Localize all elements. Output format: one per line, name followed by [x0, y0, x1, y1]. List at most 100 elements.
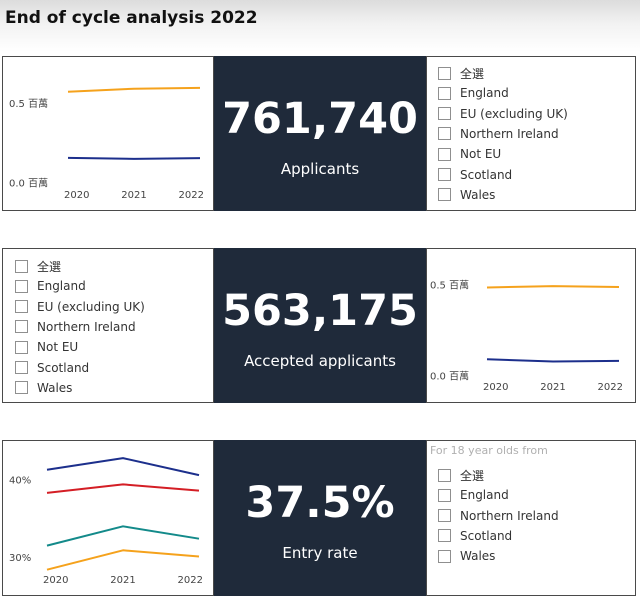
accepted-slicer-panel: 全選 England EU (excluding UK) Northern Irela…	[2, 248, 214, 403]
series-line	[46, 457, 200, 477]
slicer-option-label: 全選	[460, 468, 485, 483]
slicer-option-label: EU (excluding UK)	[460, 106, 568, 121]
x-tick-label: 2021	[540, 382, 565, 393]
slicer-option-label: Wales	[37, 380, 73, 395]
applicants-chart-panel: 0.0 百萬 0.5 百萬 2020 2021 2022	[2, 56, 214, 211]
accepted-kpi-label: Accepted applicants	[244, 352, 396, 370]
header-background	[0, 0, 640, 52]
entry-kpi-label: Entry rate	[282, 544, 358, 562]
checkbox[interactable]	[15, 340, 28, 354]
accepted-line-chart: 0.0 百萬 0.5 百萬 2020 2021 2022	[430, 279, 623, 393]
slicer-option[interactable]: England	[15, 278, 86, 294]
slicer-option-label: Wales	[460, 187, 496, 202]
y-tick-label: 30%	[9, 553, 31, 564]
checkbox[interactable]	[438, 127, 451, 141]
slicer-option[interactable]: Northern Ireland	[438, 508, 559, 524]
checkbox[interactable]	[15, 361, 28, 374]
slicer-option-label: EU (excluding UK)	[37, 299, 145, 314]
checkbox[interactable]	[438, 509, 451, 523]
slicer-option-label: England	[460, 86, 509, 101]
slicer-option[interactable]: 全選	[438, 65, 484, 81]
entry-kpi-value: 37.5%	[245, 478, 395, 528]
slicer-option-label: Northern Ireland	[460, 508, 559, 523]
slicer-option-label: Not EU	[37, 340, 79, 355]
entry-slicer-panel: For 18 year olds from 全選 England Northern …	[426, 440, 636, 596]
applicants-kpi-label: Applicants	[280, 160, 360, 178]
entry-rate-line-chart: 30% 40% 2020 2021 2022	[9, 457, 203, 586]
slicer-option[interactable]: Northern Ireland	[15, 319, 136, 335]
checkbox[interactable]	[438, 188, 451, 202]
slicer-option-label: Not EU	[460, 147, 502, 162]
x-tick-label: 2022	[178, 575, 203, 586]
entry-chart-panel: 30% 40% 2020 2021 2022	[2, 440, 214, 596]
applicants-kpi-value: 761,740	[222, 94, 418, 144]
accepted-chart-panel: 0.0 百萬 0.5 百萬 2020 2021 2022	[426, 248, 636, 403]
slicer-option-label: England	[37, 279, 86, 294]
slicer-option[interactable]: Wales	[438, 187, 495, 203]
applicants-slicer-panel: 全選 England EU (excluding UK) Northern Irela…	[426, 56, 636, 211]
series-line	[486, 285, 620, 289]
slicer-option[interactable]: Northern Ireland	[438, 126, 559, 142]
slicer-option[interactable]: EU (excluding UK)	[438, 106, 568, 122]
checkbox[interactable]	[438, 549, 451, 563]
slicer-option[interactable]: EU (excluding UK)	[15, 299, 145, 315]
entry-region-slicer: For 18 year olds from 全選 England Northern …	[430, 444, 630, 592]
series-line	[486, 358, 620, 363]
x-tick-label: 2020	[483, 382, 508, 393]
slicer-option-label: Northern Ireland	[37, 319, 136, 334]
x-tick-label: 2022	[179, 190, 204, 201]
series-line	[46, 525, 200, 547]
checkbox[interactable]	[15, 300, 28, 314]
slicer-option-label: Northern Ireland	[460, 126, 559, 141]
checkbox[interactable]	[15, 279, 28, 293]
y-tick-label: 40%	[9, 475, 31, 486]
applicants-region-slicer: 全選 England EU (excluding UK) Northern Irela…	[438, 65, 628, 205]
checkbox[interactable]	[438, 468, 451, 482]
checkbox[interactable]	[438, 107, 451, 121]
slicer-option-label: Scotland	[460, 528, 513, 543]
checkbox[interactable]	[438, 147, 451, 161]
slicer-option[interactable]: England	[438, 487, 509, 503]
checkbox[interactable]	[15, 381, 28, 395]
slicer-option[interactable]: Scotland	[15, 360, 89, 376]
accepted-kpi-card: 563,175 Accepted applicants	[214, 248, 426, 403]
checkbox[interactable]	[438, 86, 451, 100]
checkbox[interactable]	[438, 66, 451, 80]
checkbox[interactable]	[438, 488, 451, 502]
series-line	[46, 483, 200, 494]
accepted-kpi-value: 563,175	[222, 286, 418, 336]
slicer-option-label: 全選	[37, 259, 62, 274]
slicer-option[interactable]: Not EU	[438, 146, 501, 162]
checkbox[interactable]	[438, 168, 451, 181]
slicer-option[interactable]: Scotland	[438, 528, 512, 544]
x-tick-label: 2022	[598, 382, 623, 393]
series-line	[67, 156, 201, 160]
slicer-option[interactable]: Wales	[15, 380, 72, 396]
slicer-option[interactable]: England	[438, 85, 509, 101]
x-tick-label: 2020	[64, 190, 89, 201]
checkbox[interactable]	[15, 320, 28, 334]
slicer-option[interactable]: Wales	[438, 548, 495, 564]
page-title: End of cycle analysis 2022	[5, 8, 258, 28]
slicer-option-label: 全選	[460, 66, 485, 81]
slicer-option[interactable]: 全選	[438, 467, 484, 483]
y-tick-label: 0.0 百萬	[9, 177, 48, 190]
slicer-option-label: Scotland	[460, 167, 513, 182]
slicer-option[interactable]: Not EU	[15, 339, 78, 355]
slicer-option-label: Scotland	[37, 360, 90, 375]
checkbox[interactable]	[15, 259, 28, 273]
x-tick-label: 2021	[110, 575, 135, 586]
checkbox[interactable]	[438, 529, 451, 543]
entry-kpi-card: 37.5% Entry rate	[214, 440, 426, 596]
y-tick-label: 0.5 百萬	[430, 279, 469, 292]
series-line	[46, 549, 200, 571]
slicer-option[interactable]: Scotland	[438, 167, 512, 183]
x-tick-label: 2021	[121, 190, 146, 201]
slicer-option-label: Wales	[460, 549, 496, 564]
accepted-region-slicer: 全選 England EU (excluding UK) Northern Irela…	[15, 258, 205, 398]
applicants-line-chart: 0.0 百萬 0.5 百萬 2020 2021 2022	[9, 86, 204, 201]
slicer-hint: For 18 year olds from	[430, 444, 548, 457]
series-line	[67, 86, 201, 93]
slicer-option[interactable]: 全選	[15, 258, 61, 274]
applicants-kpi-card: 761,740 Applicants	[214, 56, 426, 211]
